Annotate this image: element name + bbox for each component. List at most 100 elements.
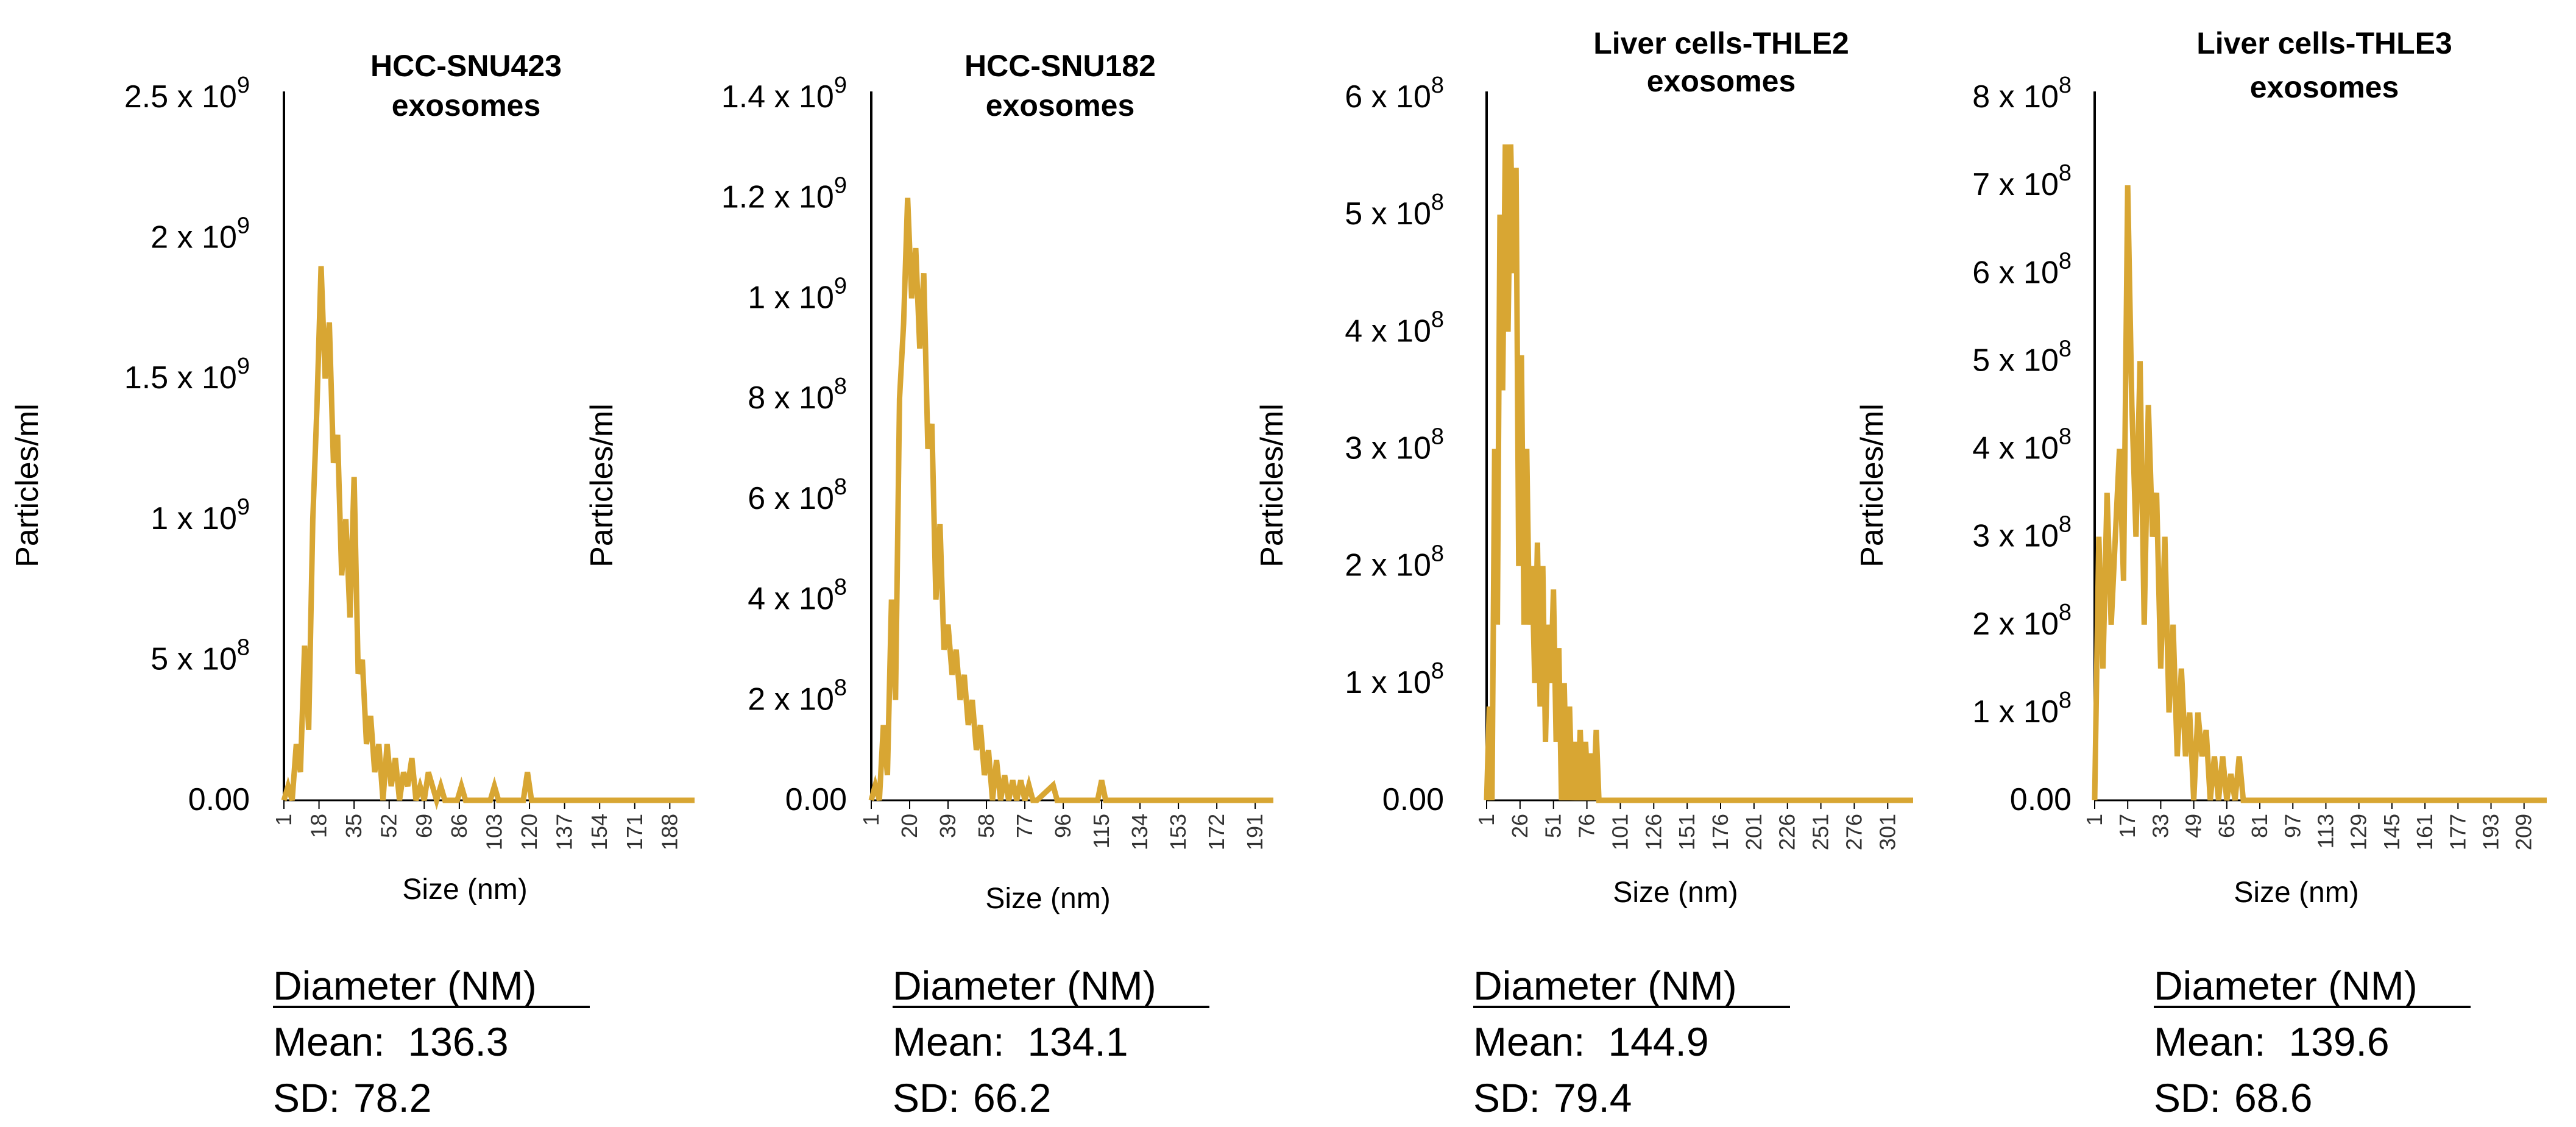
x-tick-label: 176 [1708,814,1733,850]
x-tick-label: 154 [587,814,612,850]
y-tick-exponent: 8 [2059,248,2072,274]
x-tick-label: 201 [1741,814,1766,850]
y-tick-exponent: 8 [1431,190,1444,215]
y-tick-exponent: 9 [237,73,250,98]
x-tick-label: 209 [2511,814,2536,850]
y-tick-label: 2 x 108 [748,675,847,717]
y-tick-mantissa: 1.5 x 10 [124,360,237,396]
diameter-stats: Diameter (NM) Mean: 134.1 SD: 66.2 [893,963,1209,1120]
x-tick-label: 69 [411,814,436,838]
x-axis-label: Size (nm) [985,883,1110,915]
x-tick-label: 1 [1474,814,1499,826]
x-tick-label: 145 [2379,814,2404,850]
y-tick-mantissa: 6 x 10 [1345,79,1431,115]
x-tick-label: 115 [1089,814,1114,848]
x-tick-label: 134 [1127,814,1152,850]
x-tick-label: 77 [1012,814,1037,838]
y-tick-label: 5 x 108 [1972,336,2072,378]
stats-mean-value: 144.9 [1608,1019,1708,1064]
y-axis-label: Particles/ml [1254,404,1290,567]
stats-sd-row: SD: 68.6 [2154,1075,2313,1120]
x-tick-label: 35 [341,814,366,838]
chart-title-line: exosomes [986,88,1135,123]
y-tick-mantissa: 1.2 x 10 [721,180,834,215]
y-tick-exponent: 9 [834,273,847,299]
chart-title-line: HCC-SNU182 [964,49,1156,83]
x-tick-label: 18 [306,814,331,838]
stats-sd-row: SD: 78.2 [273,1075,432,1120]
stats-mean-label: Mean: [893,1019,1004,1064]
y-tick-mantissa: 6 x 10 [748,481,834,516]
x-tick-label: 129 [2346,814,2371,850]
x-tick-label: 191 [1242,814,1267,850]
y-tick-exponent: 8 [2059,336,2072,361]
diameter-stats: Diameter (NM) Mean: 139.6 SD: 68.6 [2154,963,2471,1120]
y-tick-mantissa: 2.5 x 10 [124,79,237,115]
y-tick-mantissa: 5 x 10 [1972,343,2059,378]
y-tick-exponent: 9 [834,173,847,199]
x-tick-label: 177 [2445,814,2470,850]
stats-sd-value: 78.2 [353,1075,431,1120]
y-tick-exponent: 8 [2059,512,2072,538]
x-tick-label: 103 [481,814,506,850]
y-tick-label: 1 x 109 [150,494,250,536]
x-tick-label: 113 [2313,814,2338,848]
x-axis-label: Size (nm) [1613,876,1738,909]
y-tick-mantissa: 7 x 10 [1972,167,2059,202]
diameter-stats: Diameter (NM) Mean: 136.3 SD: 78.2 [273,963,590,1120]
stats-sd-value: 66.2 [973,1075,1051,1120]
stats-sd-label: SD: [2154,1075,2221,1120]
y-tick-label: 0.00 [1382,782,1444,817]
y-tick-label: 2 x 108 [1972,600,2072,642]
diameter-stats: Diameter (NM) Mean: 144.9 SD: 79.4 [1473,963,1790,1120]
x-tick-label: 193 [2479,814,2503,850]
x-tick-label: 188 [657,814,682,850]
x-tick-label: 172 [1204,814,1229,850]
stats-sd-value: 79.4 [1554,1075,1632,1120]
x-tick-label: 153 [1166,814,1191,850]
x-tick-label: 97 [2280,814,2305,838]
stats-sd-label: SD: [893,1075,960,1120]
stats-mean-row: Mean: 134.1 [893,1019,1128,1064]
stats-mean-row: Mean: 144.9 [1473,1019,1709,1064]
x-tick-label: 226 [1775,814,1800,850]
y-tick-mantissa: 6 x 10 [1972,255,2059,290]
y-axis-label: Particles/ml [584,404,620,567]
y-tick-exponent: 8 [237,635,250,660]
y-tick-label: 6 x 108 [748,474,847,516]
y-tick-mantissa: 1 x 10 [1345,665,1431,700]
stats-mean-row: Mean: 136.3 [273,1019,509,1064]
x-tick-label: 51 [1541,814,1566,838]
y-axis-label: Particles/ml [10,404,45,567]
y-tick-label: 1.4 x 109 [721,73,847,115]
y-tick-mantissa: 2 x 10 [1972,606,2059,642]
y-tick-label: 4 x 108 [748,575,847,617]
y-tick-label: 4 x 108 [1972,424,2072,466]
y-tick-label: 6 x 108 [1972,248,2072,290]
x-tick-label: 120 [517,814,542,850]
y-tick-exponent: 8 [2059,73,2072,98]
y-tick-label: 1 x 108 [1972,688,2072,730]
y-tick-exponent: 9 [237,213,250,239]
x-tick-label: 81 [2247,814,2272,838]
x-tick-label: 1 [271,814,296,826]
x-axis-label: Size (nm) [2234,876,2358,909]
chart-title-line: Liver cells-THLE2 [1593,26,1849,60]
y-tick-label: 7 x 108 [1972,160,2072,202]
y-tick-label: 5 x 108 [1345,190,1444,232]
x-axis-label: Size (nm) [402,873,527,906]
data-series-line [868,197,1273,803]
x-tick-label: 301 [1875,814,1900,850]
y-tick-mantissa: 5 x 10 [150,641,237,677]
x-tick-label: 26 [1507,814,1532,838]
y-tick-exponent: 9 [834,73,847,98]
y-tick-mantissa: 3 x 10 [1345,431,1431,466]
stats-heading: Diameter (NM) [2154,963,2418,1008]
x-tick-label: 151 [1674,814,1699,850]
y-tick-label: 8 x 108 [1972,73,2072,115]
y-tick-exponent: 8 [834,474,847,500]
